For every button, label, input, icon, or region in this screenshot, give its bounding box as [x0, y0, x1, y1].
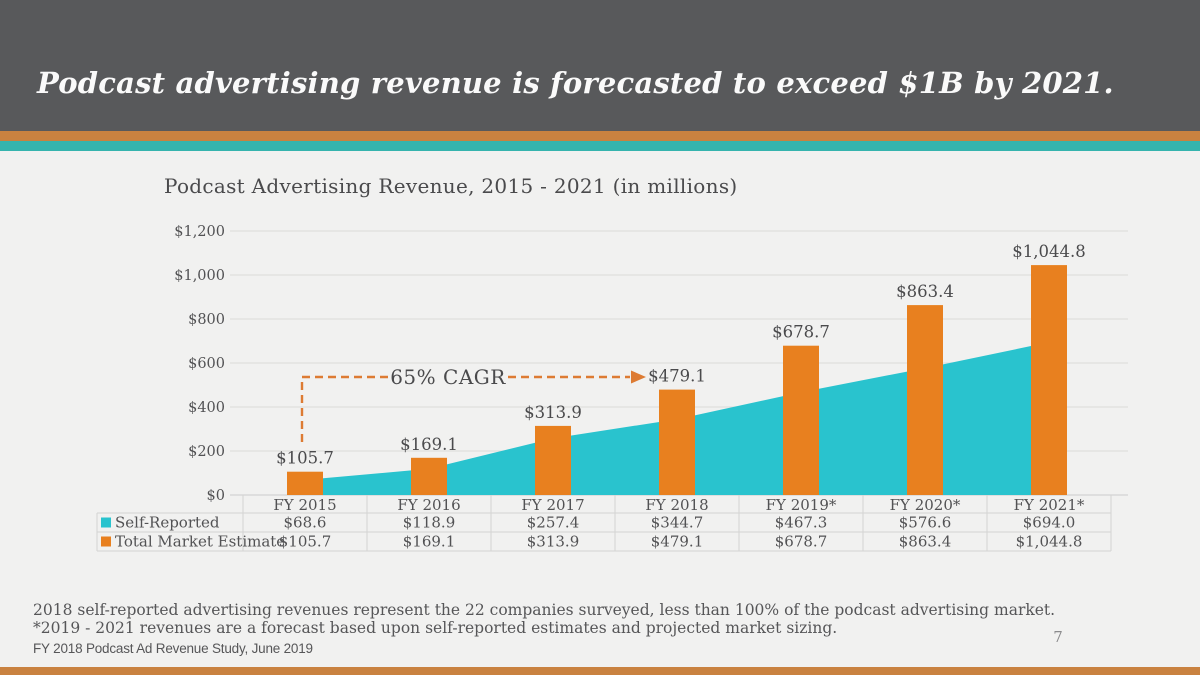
table-value-cell: $467.3: [775, 514, 828, 532]
total-market-bar-fy-2021-: [1031, 265, 1067, 495]
cagr-annotation-label: 65% CAGR: [390, 365, 506, 389]
y-axis-tick-label: $1,200: [174, 224, 225, 240]
footnote-2: *2019 - 2021 revenues are a forecast bas…: [33, 619, 838, 637]
bar-data-label: $678.7: [772, 323, 830, 342]
table-value-cell: $863.4: [899, 533, 952, 551]
table-value-cell: $313.9: [527, 533, 580, 551]
total-market-bar-fy-2018: [659, 389, 695, 495]
y-axis-tick-label: $600: [188, 356, 225, 372]
bar-data-label: $105.7: [276, 449, 334, 468]
total-market-bar-fy-2020-: [907, 305, 943, 495]
y-axis-tick-label: $0: [207, 488, 225, 504]
legend-series-name: Self-Reported: [115, 514, 220, 532]
x-axis-category-label: FY 2021*: [1014, 496, 1085, 514]
total-market-bar-fy-2016: [411, 457, 447, 495]
bar-data-label: $313.9: [524, 403, 582, 422]
chart-title: Podcast Advertising Revenue, 2015 - 2021…: [164, 174, 738, 198]
bar-data-label: $479.1: [648, 367, 706, 386]
cagr-dashed-line-left: [300, 375, 392, 442]
bar-data-label: $1,044.8: [1012, 242, 1085, 261]
total-market-bar-fy-2017: [535, 425, 571, 495]
table-value-cell: $105.7: [279, 533, 332, 551]
x-axis-category-label: FY 2019*: [766, 496, 837, 514]
bar-data-label: $169.1: [400, 435, 458, 454]
table-value-cell: $257.4: [527, 514, 580, 532]
table-value-cell: $694.0: [1023, 514, 1076, 532]
legend-series-name: Total Market Estimate: [115, 533, 285, 551]
y-axis-tick-label: $800: [188, 312, 225, 328]
teal-divider: [0, 141, 1200, 151]
x-axis-category-label: FY 2015: [273, 496, 336, 514]
page-number: 7: [1053, 628, 1063, 646]
x-axis-category-label: FY 2018: [645, 496, 708, 514]
y-axis-tick-label: $200: [188, 444, 225, 460]
slide-title: Podcast advertising revenue is forecaste…: [37, 66, 1114, 100]
total-market-bar-fy-2015: [287, 471, 323, 495]
table-value-cell: $118.9: [403, 514, 456, 532]
x-axis-category-label: FY 2016: [397, 496, 460, 514]
table-value-cell: $169.1: [403, 533, 456, 551]
x-axis-category-label: FY 2017: [521, 496, 584, 514]
cagr-arrowhead-icon: [631, 370, 646, 384]
y-axis-tick-label: $400: [188, 400, 225, 416]
table-value-cell: $1,044.8: [1016, 533, 1083, 551]
legend-swatch-total-market: [101, 536, 111, 547]
table-value-cell: $479.1: [651, 533, 704, 551]
self-reported-area-series: [305, 342, 1049, 495]
bar-data-label: $863.4: [896, 282, 954, 301]
total-market-bar-fy-2019-: [783, 345, 819, 495]
x-axis-category-label: FY 2020*: [890, 496, 961, 514]
table-value-cell: $678.7: [775, 533, 828, 551]
source-note: FY 2018 Podcast Ad Revenue Study, June 2…: [33, 641, 313, 656]
legend-swatch-self-reported: [101, 517, 111, 528]
table-value-cell: $68.6: [284, 514, 327, 532]
orange-divider: [0, 131, 1200, 141]
footnote-1: 2018 self-reported advertising revenues …: [33, 601, 1056, 619]
bottom-orange-bar: [0, 667, 1200, 675]
table-value-cell: $344.7: [651, 514, 704, 532]
y-axis-tick-label: $1,000: [174, 268, 225, 284]
slide-header: Podcast advertising revenue is forecaste…: [0, 0, 1200, 131]
revenue-chart: $1,200 $1,000 $800 $600 $400 $200 $0 $105.7 $169…: [96, 224, 1128, 552]
table-value-cell: $576.6: [899, 514, 952, 532]
